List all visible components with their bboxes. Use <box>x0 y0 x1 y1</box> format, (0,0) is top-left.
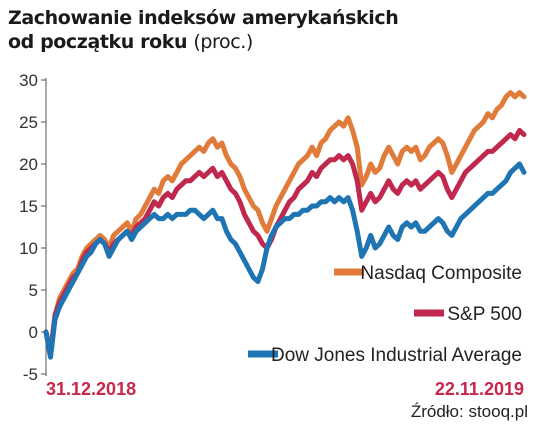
chart-title-line2: od początku roku (proc.) <box>8 30 398 54</box>
y-tick-label: 25 <box>19 113 38 132</box>
y-tick-label: 10 <box>19 239 38 258</box>
legend-label-dow-jones: Dow Jones Industrial Average <box>271 345 522 366</box>
chart-title: Zachowanie indeksów amerykańskich od poc… <box>8 6 399 54</box>
y-tick-label: 15 <box>19 197 38 216</box>
chart-title-text: od początku roku <box>8 31 188 53</box>
legend-label-nasdaq-composite: Nasdaq Composite <box>360 263 522 284</box>
series-line-nasdaq-composite <box>43 90 527 356</box>
series-lines <box>43 90 527 360</box>
y-tick-label: 0 <box>29 323 38 342</box>
y-axis: -5 0 5 10 15 20 25 30 <box>19 71 47 384</box>
y-tick-label: 20 <box>19 155 38 174</box>
y-tick-label: 30 <box>19 71 38 90</box>
legend-label-sp-500: S&P 500 <box>447 304 522 325</box>
x-end-label: 22.11.2019 <box>435 379 524 399</box>
x-start-label: 31.12.2018 <box>46 379 136 399</box>
legend: Nasdaq Composite S&P 500 Dow Jones Industr… <box>248 263 522 366</box>
y-tick-label: 5 <box>29 281 38 300</box>
source-note: Źródło: stooq.pl <box>410 402 528 421</box>
series-line-dow-jones <box>43 161 527 360</box>
chart-title-unit: (proc.) <box>193 31 253 53</box>
chart-title-line1: Zachowanie indeksów amerykańskich <box>8 7 399 29</box>
y-tick-label: -5 <box>23 365 38 384</box>
